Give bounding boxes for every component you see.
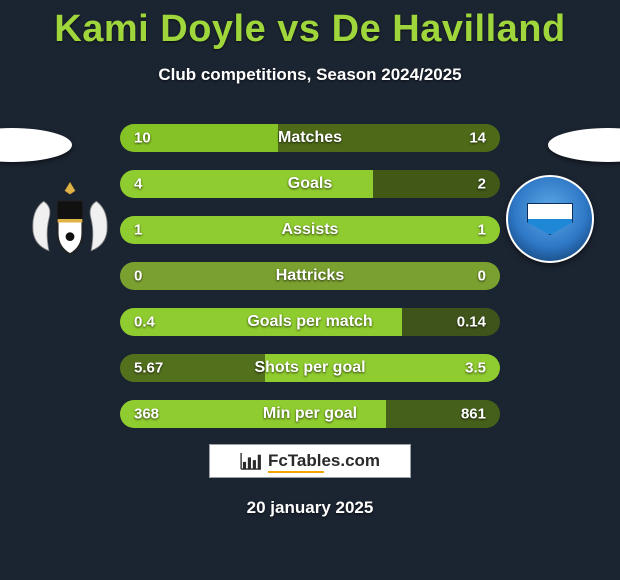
fctables-logo: FcTables.com — [209, 444, 411, 478]
chart-icon — [240, 452, 262, 470]
date-text: 20 january 2025 — [0, 498, 620, 518]
bar-label: Shots per goal — [254, 359, 365, 377]
bar-value-left: 4 — [134, 176, 142, 193]
bar-value-right: 2 — [478, 176, 486, 193]
bar-value-left: 0 — [134, 268, 142, 285]
bar-value-left: 5.67 — [134, 360, 163, 377]
bar-value-left: 368 — [134, 406, 159, 423]
crest-right — [506, 175, 594, 263]
bar-value-right: 0.14 — [457, 314, 486, 331]
bar-label: Min per goal — [263, 405, 357, 423]
right-oval-decoration — [548, 128, 620, 162]
stat-bar: 5.67 3.5 Shots per goal — [120, 354, 500, 382]
crest-right-inner-shield — [527, 203, 573, 235]
bar-value-right: 0 — [478, 268, 486, 285]
stat-bar: 4 2 Goals — [120, 170, 500, 198]
bar-value-left: 10 — [134, 130, 151, 147]
crest-left-svg — [26, 175, 114, 263]
bar-segment-right — [310, 216, 500, 244]
stat-bar: 10 14 Matches — [120, 124, 500, 152]
bar-label: Goals — [288, 175, 332, 193]
bar-value-left: 1 — [134, 222, 142, 239]
fctables-logo-text: FcTables.com — [268, 451, 380, 471]
stat-bars: 10 14 Matches 4 2 Goals 1 1 Assists 0 0 Hattricks 0.… — [120, 124, 500, 428]
bar-label: Matches — [278, 129, 342, 147]
stat-bar: 0.4 0.14 Goals per match — [120, 308, 500, 336]
stat-bar: 368 861 Min per goal — [120, 400, 500, 428]
bar-value-right: 1 — [478, 222, 486, 239]
stat-bar: 1 1 Assists — [120, 216, 500, 244]
left-oval-decoration — [0, 128, 72, 162]
bar-segment-left — [120, 170, 373, 198]
bar-value-left: 0.4 — [134, 314, 155, 331]
bar-label: Assists — [282, 221, 339, 239]
bar-label: Hattricks — [276, 267, 344, 285]
page-title: Kami Doyle vs De Havilland — [0, 0, 620, 51]
stat-bar: 0 0 Hattricks — [120, 262, 500, 290]
bar-value-right: 3.5 — [465, 360, 486, 377]
crest-right-circle — [506, 175, 594, 263]
subtitle: Club competitions, Season 2024/2025 — [0, 65, 620, 85]
bar-label: Goals per match — [247, 313, 372, 331]
bar-value-right: 861 — [461, 406, 486, 423]
bar-value-right: 14 — [469, 130, 486, 147]
crest-left — [26, 175, 114, 263]
